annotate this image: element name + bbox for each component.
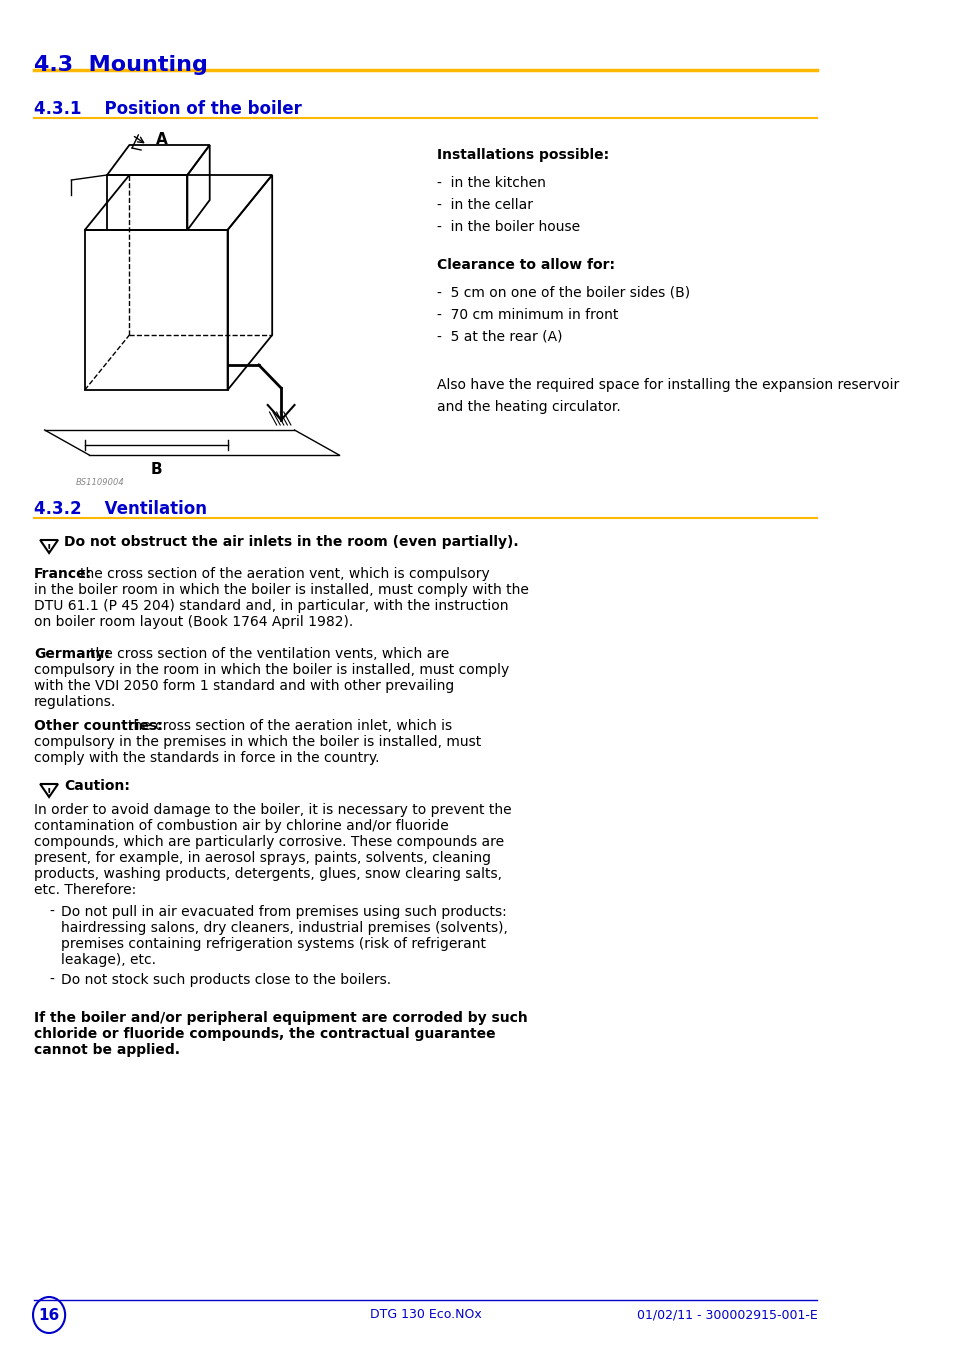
Text: Caution:: Caution:: [64, 780, 130, 793]
Text: Clearance to allow for:: Clearance to allow for:: [436, 258, 615, 272]
Text: B: B: [151, 462, 162, 477]
Text: etc. Therefore:: etc. Therefore:: [34, 884, 136, 897]
Text: France:: France:: [34, 567, 91, 581]
Text: in the boiler room in which the boiler is installed, must comply with the: in the boiler room in which the boiler i…: [34, 584, 528, 597]
Text: 4.3  Mounting: 4.3 Mounting: [34, 55, 208, 76]
Text: -  in the kitchen: - in the kitchen: [436, 176, 545, 190]
Text: comply with the standards in force in the country.: comply with the standards in force in th…: [34, 751, 379, 765]
Text: 4.3.1    Position of the boiler: 4.3.1 Position of the boiler: [34, 100, 301, 118]
Text: BS1109004: BS1109004: [76, 478, 125, 486]
Text: compulsory in the premises in which the boiler is installed, must: compulsory in the premises in which the …: [34, 735, 480, 748]
Text: Other countries:: Other countries:: [34, 719, 162, 734]
Text: If the boiler and/or peripheral equipment are corroded by such: If the boiler and/or peripheral equipmen…: [34, 1011, 527, 1025]
Text: leakage), etc.: leakage), etc.: [61, 952, 155, 967]
Text: premises containing refrigeration systems (risk of refrigerant: premises containing refrigeration system…: [61, 938, 485, 951]
Text: -  in the boiler house: - in the boiler house: [436, 220, 579, 234]
Text: chloride or fluoride compounds, the contractual guarantee: chloride or fluoride compounds, the cont…: [34, 1027, 495, 1042]
Text: with the VDI 2050 form 1 standard and with other prevailing: with the VDI 2050 form 1 standard and wi…: [34, 680, 454, 693]
Text: -  5 at the rear (A): - 5 at the rear (A): [436, 330, 562, 345]
Text: hairdressing salons, dry cleaners, industrial premises (solvents),: hairdressing salons, dry cleaners, indus…: [61, 921, 507, 935]
Text: 4.3.2    Ventilation: 4.3.2 Ventilation: [34, 500, 207, 517]
Text: compulsory in the room in which the boiler is installed, must comply: compulsory in the room in which the boil…: [34, 663, 509, 677]
Text: and the heating circulator.: and the heating circulator.: [436, 400, 620, 413]
Text: regulations.: regulations.: [34, 694, 116, 709]
Text: !: !: [47, 788, 51, 798]
Text: Installations possible:: Installations possible:: [436, 149, 609, 162]
Text: compounds, which are particularly corrosive. These compounds are: compounds, which are particularly corros…: [34, 835, 503, 848]
Text: 16: 16: [38, 1308, 60, 1323]
Text: -: -: [49, 905, 54, 919]
Text: the cross section of the ventilation vents, which are: the cross section of the ventilation ven…: [90, 647, 449, 661]
Text: DTU 61.1 (P 45 204) standard and, in particular, with the instruction: DTU 61.1 (P 45 204) standard and, in par…: [34, 598, 508, 613]
Text: present, for example, in aerosol sprays, paints, solvents, cleaning: present, for example, in aerosol sprays,…: [34, 851, 491, 865]
Text: A: A: [156, 132, 168, 147]
Text: -: -: [49, 973, 54, 988]
Text: products, washing products, detergents, glues, snow clearing salts,: products, washing products, detergents, …: [34, 867, 501, 881]
Text: Do not pull in air evacuated from premises using such products:: Do not pull in air evacuated from premis…: [61, 905, 506, 919]
Text: Germany:: Germany:: [34, 647, 110, 661]
Text: the cross section of the aeration inlet, which is: the cross section of the aeration inlet,…: [128, 719, 452, 734]
Text: cannot be applied.: cannot be applied.: [34, 1043, 180, 1056]
Text: Do not stock such products close to the boilers.: Do not stock such products close to the …: [61, 973, 391, 988]
Text: DTG 130 Eco.NOx: DTG 130 Eco.NOx: [370, 1309, 481, 1321]
Text: -  in the cellar: - in the cellar: [436, 199, 533, 212]
Text: 01/02/11 - 300002915-001-E: 01/02/11 - 300002915-001-E: [636, 1309, 817, 1321]
Text: Do not obstruct the air inlets in the room (even partially).: Do not obstruct the air inlets in the ro…: [64, 535, 518, 549]
Text: -  5 cm on one of the boiler sides (B): - 5 cm on one of the boiler sides (B): [436, 286, 690, 300]
Text: In order to avoid damage to the boiler, it is necessary to prevent the: In order to avoid damage to the boiler, …: [34, 802, 511, 817]
Text: on boiler room layout (Book 1764 April 1982).: on boiler room layout (Book 1764 April 1…: [34, 615, 353, 630]
Text: -  70 cm minimum in front: - 70 cm minimum in front: [436, 308, 618, 322]
Text: contamination of combustion air by chlorine and/or fluoride: contamination of combustion air by chlor…: [34, 819, 448, 834]
Text: Also have the required space for installing the expansion reservoir: Also have the required space for install…: [436, 378, 899, 392]
Text: !: !: [47, 544, 51, 554]
Text: the cross section of the aeration vent, which is compulsory: the cross section of the aeration vent, …: [80, 567, 490, 581]
